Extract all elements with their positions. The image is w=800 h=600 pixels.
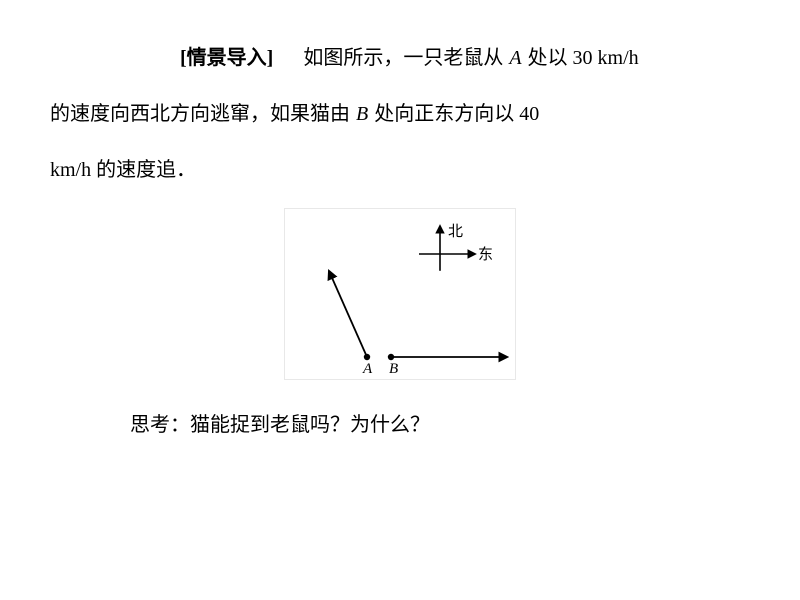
frag-2b: 处向正东方向以 40 bbox=[369, 103, 539, 125]
diagram-container: 北东 AB bbox=[0, 208, 800, 385]
svg-text:B: B bbox=[389, 361, 398, 377]
frag-2a: 的速度向西北方向逃窜，如果猫由 bbox=[50, 103, 355, 125]
frag-1a: 如图所示，一只老鼠从 bbox=[303, 47, 508, 69]
var-a: A bbox=[509, 47, 521, 69]
line-3: km/h 的速度追． bbox=[50, 142, 750, 198]
diagram: 北东 AB bbox=[284, 208, 516, 380]
diagram-svg: 北东 AB bbox=[285, 209, 515, 379]
problem-text: [情景导入] 如图所示，一只老鼠从 A 处以 30 km/h 的速度向西北方向逃… bbox=[0, 0, 800, 198]
frag-1b: 处以 30 km/h bbox=[523, 47, 639, 69]
question-text: 思考：猫能捉到老鼠吗？为什么？ bbox=[0, 405, 800, 445]
frag-3: km/h 的速度追． bbox=[50, 159, 196, 181]
section-label: [情景导入] bbox=[180, 47, 273, 69]
svg-text:A: A bbox=[362, 361, 373, 377]
svg-text:东: 东 bbox=[478, 246, 493, 263]
line-1: [情景导入] 如图所示，一只老鼠从 A 处以 30 km/h bbox=[50, 30, 750, 86]
svg-text:北: 北 bbox=[448, 223, 463, 240]
var-b: B bbox=[356, 103, 368, 125]
line-2: 的速度向西北方向逃窜，如果猫由 B 处向正东方向以 40 bbox=[50, 86, 750, 142]
